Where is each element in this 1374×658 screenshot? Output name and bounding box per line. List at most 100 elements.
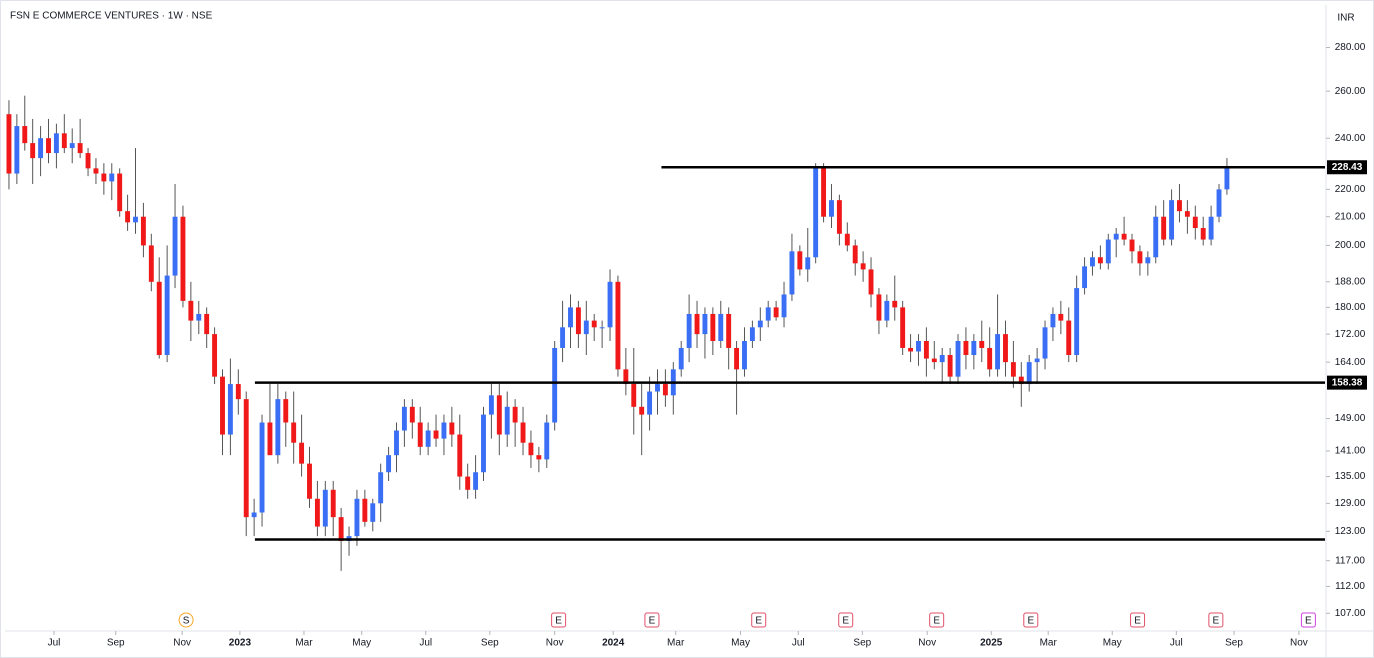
candle-body [133, 216, 138, 223]
candle-body [655, 384, 660, 392]
candle-body [765, 307, 771, 321]
candle-body [1097, 257, 1103, 264]
candle-body [220, 376, 225, 435]
event-marker [929, 612, 945, 628]
candle-body [1129, 239, 1135, 252]
candle-body [623, 369, 629, 385]
event-marker [838, 612, 854, 628]
candle-body [22, 126, 28, 144]
y-tick-label: 172.00 [1335, 329, 1366, 340]
candle-body [923, 340, 929, 359]
candle-body [615, 281, 621, 370]
candle-body [749, 327, 755, 341]
candle-body [148, 245, 154, 282]
x-tick-label: May [731, 638, 750, 649]
candle-body [552, 347, 558, 423]
x-tick-label: Jul [792, 638, 805, 649]
y-tick-label: 220.00 [1335, 184, 1366, 195]
candle-body [979, 340, 985, 348]
candle-body [805, 257, 811, 270]
candle-body [520, 422, 526, 443]
candle-body [307, 463, 312, 499]
candle-body [971, 340, 977, 355]
x-tick-label: 2024 [602, 638, 625, 649]
candle-body [694, 313, 700, 335]
x-tick-label: Nov [173, 638, 191, 649]
candle-body [38, 138, 44, 159]
candle-body [61, 133, 67, 149]
candle-body [908, 347, 914, 352]
event-label: E [755, 616, 762, 627]
event-label: E [649, 616, 656, 627]
candle-body [1137, 251, 1143, 264]
candle-body [180, 216, 186, 301]
candle-body [417, 422, 423, 447]
candle-body [591, 320, 597, 328]
x-tick-label: Nov [1290, 638, 1308, 649]
candle-body [639, 406, 645, 415]
event-label: S [183, 616, 190, 627]
candle-body [892, 300, 898, 308]
candle-body [852, 245, 858, 264]
candle-body [53, 133, 59, 154]
y-tick-label: 107.00 [1335, 608, 1366, 619]
candle-body [30, 143, 36, 159]
candle-body [734, 347, 740, 370]
candle-body [496, 395, 502, 435]
candle-body [401, 406, 407, 431]
candle-body [836, 200, 842, 234]
candle-body [1161, 216, 1167, 240]
event-marker [1300, 612, 1316, 628]
candle-body [726, 313, 732, 348]
candle-body [291, 422, 297, 443]
candle-body [370, 503, 376, 522]
candle-body [433, 430, 439, 439]
candle-body [251, 512, 257, 518]
candle-body [156, 281, 162, 355]
event-label: E [1213, 616, 1220, 627]
candle-body [473, 472, 479, 490]
candle-body [1216, 189, 1222, 217]
y-tick-label: 188.00 [1335, 276, 1366, 287]
candle-body [1169, 200, 1175, 240]
y-tick-label: 123.00 [1335, 526, 1366, 537]
candle-body [46, 138, 51, 154]
event-label: E [842, 616, 849, 627]
candle-body [425, 430, 431, 447]
candle-body [441, 422, 447, 439]
candle-body [330, 489, 336, 518]
candle-body [781, 294, 787, 318]
candle-body [583, 320, 589, 335]
event-marker [751, 612, 767, 628]
candle-body [512, 406, 518, 423]
candle-body [504, 406, 510, 435]
candle-body [1192, 216, 1198, 229]
candle-body [1145, 257, 1151, 264]
candle-body [283, 399, 289, 423]
x-tick-label: Sep [107, 638, 125, 649]
candle-body [876, 294, 882, 321]
candle-body [1208, 216, 1214, 240]
candle-body [947, 354, 953, 377]
candle-body [1034, 358, 1040, 363]
candle-body [322, 489, 328, 527]
candle-body [710, 313, 716, 341]
candle-body [829, 200, 834, 217]
candle-body [1003, 334, 1008, 363]
candle-body [821, 168, 827, 217]
x-tick-label: May [1103, 638, 1122, 649]
y-tick-label: 240.00 [1335, 133, 1366, 144]
candle-body [1042, 327, 1048, 359]
candle-body [702, 313, 708, 335]
candle-body [631, 384, 637, 407]
y-tick-label: 210.00 [1335, 211, 1366, 222]
candle-body [1018, 376, 1024, 385]
candle-body [204, 313, 210, 335]
candle-body [338, 517, 344, 541]
candle-body [678, 347, 684, 370]
candle-body [662, 384, 668, 396]
candle-body [963, 340, 969, 355]
candle-body [14, 126, 20, 174]
candle-body [1200, 228, 1206, 240]
